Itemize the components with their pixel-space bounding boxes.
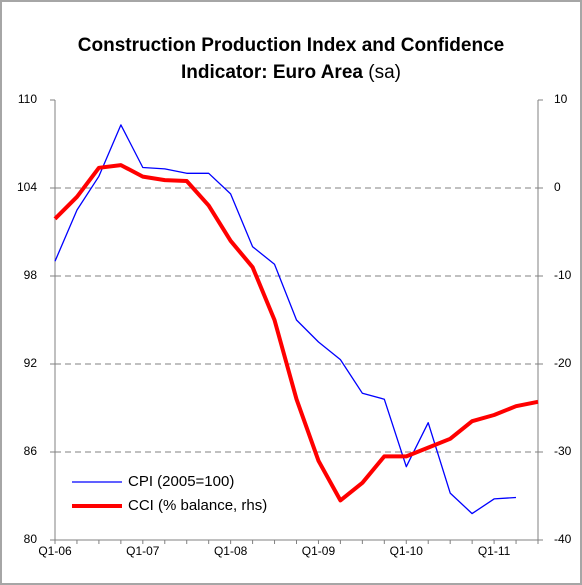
y-tick-label: 110 <box>18 92 37 106</box>
title-note: (sa) <box>368 62 401 83</box>
y2-tick-label: 0 <box>554 180 561 194</box>
x-tick-label: Q1-07 <box>126 544 160 558</box>
x-tick-label: Q1-09 <box>302 544 336 558</box>
y2-tick-label: -40 <box>554 532 572 546</box>
x-tick-label: Q1-08 <box>214 544 248 558</box>
chart-title: Construction Production Index and Confid… <box>78 35 504 56</box>
x-tick-label: Q1-11 <box>478 544 511 558</box>
y2-tick-label: -30 <box>554 444 572 458</box>
legend-label: CPI (2005=100) <box>128 473 234 490</box>
chart-title: Indicator: Euro Area (sa) <box>181 62 401 83</box>
y-tick-label: 98 <box>24 268 38 282</box>
y-tick-label: 104 <box>17 180 37 194</box>
y2-tick-label: -20 <box>554 356 572 370</box>
y-tick-label: 92 <box>24 356 38 370</box>
y2-tick-label: 10 <box>554 92 568 106</box>
y-tick-label: 80 <box>24 532 38 546</box>
series-line <box>54 124 517 515</box>
chart-title: Indicator: Euro Area <box>181 62 363 83</box>
series-line <box>53 163 539 503</box>
x-tick-label: Q1-06 <box>38 544 72 558</box>
legend-label: CCI (% balance, rhs) <box>128 497 267 514</box>
y2-tick-label: -10 <box>554 268 572 282</box>
y-tick-label: 86 <box>24 444 38 458</box>
x-tick-label: Q1-10 <box>390 544 424 558</box>
